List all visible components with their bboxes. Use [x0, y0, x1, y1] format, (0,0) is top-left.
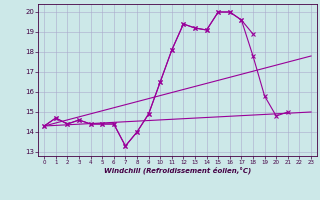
X-axis label: Windchill (Refroidissement éolien,°C): Windchill (Refroidissement éolien,°C): [104, 167, 251, 174]
